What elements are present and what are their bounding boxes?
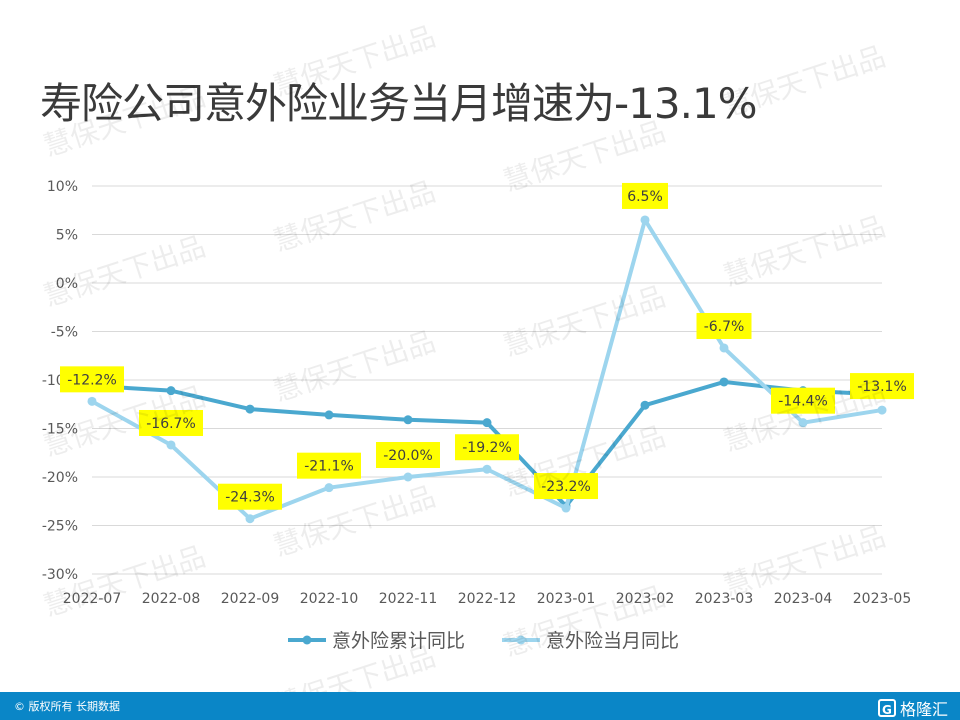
data-label: -14.4%	[778, 394, 828, 410]
brand-name: 格隆汇	[899, 700, 948, 719]
series-line-2	[90, 217, 884, 521]
data-label: -16.7%	[146, 416, 196, 432]
data-label: -13.1%	[857, 379, 907, 395]
x-tick-label: 2023-03	[695, 591, 754, 607]
x-tick-label: 2023-02	[616, 591, 675, 607]
brand-icon: G	[877, 699, 896, 717]
data-label-box	[622, 182, 668, 209]
data-label: -12.2%	[67, 372, 117, 388]
data-point-1	[245, 404, 255, 414]
data-label-box	[850, 373, 914, 400]
data-point-2	[561, 503, 571, 513]
y-tick-label: -20%	[42, 470, 78, 486]
x-tick-label: 2022-09	[221, 591, 280, 607]
y-tick-label: 10%	[47, 179, 78, 195]
x-tick-label: 2022-08	[142, 591, 201, 607]
legend-label: 意外险当月同比	[546, 630, 679, 652]
data-point-1	[403, 415, 413, 425]
x-tick-label: 2023-05	[853, 591, 912, 607]
data-point-1	[324, 410, 334, 420]
data-point-2	[798, 418, 808, 428]
brand-logo: G 格隆汇	[877, 696, 948, 720]
y-tick-label: 5%	[56, 228, 78, 244]
data-label: -23.2%	[541, 479, 591, 495]
data-point-1	[640, 400, 650, 410]
line-chart: 10%5%0%-5%-10%-15%-20%-25%-30%2022-07 202…	[42, 179, 914, 652]
page-title: 寿险公司意外险业务当月增速为-13.1%	[40, 79, 758, 128]
data-point-1	[719, 377, 729, 387]
data-label-box	[60, 366, 124, 393]
data-point-2	[87, 396, 97, 406]
data-label: 6.5%	[627, 189, 663, 205]
x-tick-label: 2023-01	[537, 591, 596, 607]
data-label-box	[771, 387, 835, 414]
x-tick-label: 2022-07	[63, 591, 122, 607]
y-tick-label: -30%	[42, 567, 78, 583]
data-label-box	[139, 409, 203, 436]
data-point-2	[403, 472, 413, 482]
legend-swatch-point	[516, 635, 526, 645]
data-label-box	[297, 452, 361, 479]
x-tick-label: 2022-10	[300, 591, 359, 607]
legend-swatch-point	[302, 635, 312, 645]
y-tick-label: -25%	[42, 519, 78, 535]
footer-bar: © 版权所有 长期数据 G 格隆汇	[0, 692, 960, 720]
data-point-1	[482, 418, 492, 428]
data-label-box	[218, 483, 282, 510]
copyright-text: © 版权所有 长期数据	[14, 700, 120, 713]
data-point-1	[166, 386, 176, 396]
data-point-2	[166, 440, 176, 450]
data-point-2	[324, 483, 334, 493]
data-label: -24.3%	[225, 490, 275, 506]
data-point-2	[877, 405, 887, 415]
data-label: -6.7%	[704, 319, 745, 335]
data-label: -20.0%	[383, 448, 433, 464]
data-point-2	[640, 215, 650, 225]
y-tick-label: 0%	[56, 276, 78, 292]
data-label: -19.2%	[462, 440, 512, 456]
data-point-2	[482, 464, 492, 474]
data-label-box	[455, 434, 519, 461]
y-tick-label: -15%	[42, 422, 78, 438]
data-label-box	[696, 312, 752, 339]
x-tick-label: 2022-11	[379, 591, 438, 607]
x-tick-label: 2022-12	[458, 591, 517, 607]
data-label-box	[376, 442, 440, 468]
legend-label: 意外险累计同比	[332, 630, 465, 652]
data-point-2	[245, 514, 255, 524]
data-label-box	[534, 473, 598, 500]
data-label: -21.1%	[304, 459, 354, 475]
x-tick-label: 2023-04	[774, 591, 833, 607]
data-point-2	[719, 343, 729, 353]
y-tick-label: -5%	[51, 325, 78, 341]
